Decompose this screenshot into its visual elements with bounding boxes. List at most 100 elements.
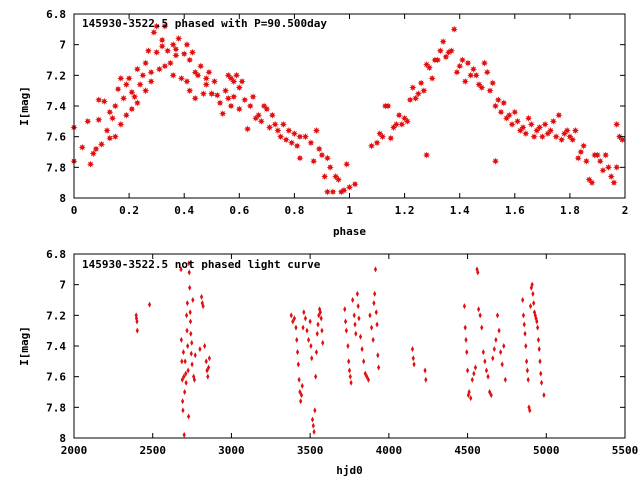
data-point xyxy=(464,59,472,67)
data-point xyxy=(411,355,415,362)
x-tick-label: 0.2 xyxy=(119,204,139,217)
data-point xyxy=(602,151,610,159)
data-point xyxy=(481,349,485,356)
data-point xyxy=(536,336,541,343)
data-point xyxy=(296,361,300,368)
data-point xyxy=(574,154,582,162)
data-point xyxy=(491,157,500,165)
data-point xyxy=(202,80,210,89)
data-point xyxy=(403,117,411,125)
data-point xyxy=(470,376,474,383)
y-tick-label: 7.6 xyxy=(46,131,66,144)
data-point xyxy=(188,284,192,291)
data-point xyxy=(285,126,293,135)
data-point xyxy=(528,303,533,310)
y-tick-label: 7.2 xyxy=(46,69,66,82)
data-point xyxy=(417,79,425,87)
data-point xyxy=(150,28,158,36)
y-tick-label: 7.6 xyxy=(46,371,66,384)
data-point xyxy=(483,358,487,365)
data-point xyxy=(128,88,136,96)
data-point xyxy=(593,151,602,159)
data-point xyxy=(235,105,243,113)
data-point xyxy=(362,358,366,365)
data-point xyxy=(205,68,213,76)
data-point xyxy=(84,117,92,125)
data-point xyxy=(465,367,470,374)
data-point xyxy=(456,62,464,70)
data-point xyxy=(499,349,503,356)
data-point xyxy=(238,77,246,86)
data-point xyxy=(139,71,147,79)
data-point xyxy=(179,336,183,343)
data-point xyxy=(205,367,209,374)
data-point xyxy=(135,318,139,325)
data-point xyxy=(183,41,191,49)
data-point xyxy=(425,64,433,72)
data-point xyxy=(161,22,169,30)
x-tick-label: 2500 xyxy=(139,444,166,457)
data-point xyxy=(299,398,303,405)
data-point xyxy=(266,123,274,132)
data-point xyxy=(313,407,317,414)
data-point xyxy=(187,413,191,420)
data-point xyxy=(289,312,293,319)
data-point xyxy=(133,65,141,73)
data-point xyxy=(465,349,469,356)
data-point xyxy=(458,56,467,64)
data-point xyxy=(180,358,184,365)
data-point xyxy=(188,48,197,56)
data-point xyxy=(78,143,86,151)
x-tick-label: 1.4 xyxy=(450,204,470,217)
data-point xyxy=(500,361,504,368)
data-point xyxy=(497,327,501,334)
data-point xyxy=(190,339,194,346)
data-point xyxy=(291,318,295,325)
data-point xyxy=(563,126,571,135)
x-tick-label: 4000 xyxy=(376,444,403,457)
data-point xyxy=(314,373,318,380)
data-point xyxy=(424,376,428,383)
data-point xyxy=(301,133,310,141)
data-point xyxy=(142,87,150,95)
data-point xyxy=(197,62,205,70)
data-point xyxy=(164,47,172,55)
data-point xyxy=(305,327,309,334)
data-point xyxy=(89,149,97,158)
data-point xyxy=(326,163,334,171)
data-point xyxy=(288,139,296,147)
x-tick-label: 3000 xyxy=(218,444,245,457)
data-point xyxy=(340,186,348,194)
data-point xyxy=(117,120,125,128)
data-point xyxy=(547,126,555,135)
data-point xyxy=(412,94,420,102)
data-point xyxy=(208,90,216,98)
data-point xyxy=(191,297,195,303)
data-point xyxy=(371,336,375,343)
data-point xyxy=(489,79,497,87)
data-point xyxy=(494,96,502,104)
data-point xyxy=(478,312,482,319)
data-point xyxy=(310,355,314,362)
y-tick-label: 7.2 xyxy=(46,309,66,322)
data-point xyxy=(172,45,180,53)
data-point xyxy=(521,312,526,319)
data-point xyxy=(569,136,577,144)
data-point xyxy=(463,324,467,331)
data-point xyxy=(158,42,166,50)
data-point xyxy=(582,157,591,165)
data-point xyxy=(297,376,301,383)
phased-light-curve-panel: 0 0.2 0.4 0.6 0.8 1 1.2 1.4 1.6 1.8 2 6.8 7 7.2 7.4 7.6… xyxy=(18,8,628,238)
data-point xyxy=(207,355,211,362)
data-point xyxy=(618,136,626,144)
data-point xyxy=(199,90,208,98)
data-point xyxy=(522,321,526,328)
y-tick-label: 7.8 xyxy=(46,161,66,174)
data-point xyxy=(301,324,305,331)
data-point xyxy=(525,358,529,365)
data-point xyxy=(345,183,354,191)
data-point xyxy=(347,358,351,365)
data-point xyxy=(521,297,525,303)
data-point xyxy=(263,105,271,113)
x-axis-label: phase xyxy=(333,225,366,238)
